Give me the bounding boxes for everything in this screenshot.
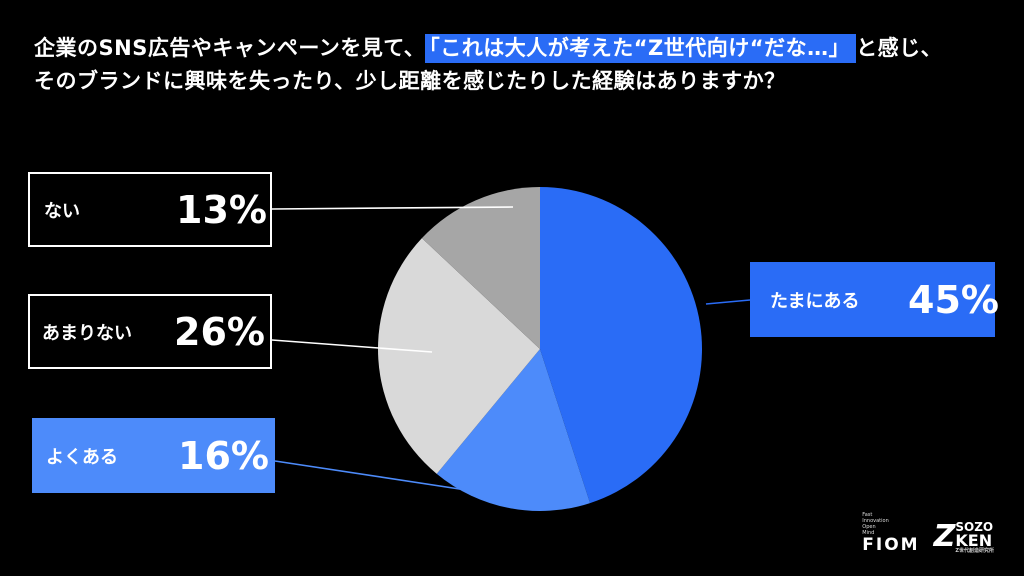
slice-tamaniaru bbox=[540, 187, 702, 504]
fiom-tagline-4: Mind bbox=[862, 530, 875, 536]
label-box-yokuaru: よくある 16% bbox=[32, 418, 275, 493]
fiom-wordmark: FIOM bbox=[862, 535, 920, 555]
label-box-amarinai: あまりない 26% bbox=[28, 294, 272, 369]
leader-nai bbox=[271, 206, 514, 210]
fiom-tagline-2: Innovation bbox=[862, 518, 889, 524]
slice-label-amarinai: あまりない bbox=[42, 322, 132, 344]
slice-label-yokuaru: よくある bbox=[46, 446, 118, 468]
sozo-caption: Z世代創造研究所 bbox=[955, 548, 994, 554]
title-line-1: 企業のSNS広告やキャンペーンを見て、 「これは大人が考えた“Z世代向け“だな…」… bbox=[34, 32, 942, 65]
slice-label-nai: ない bbox=[44, 200, 80, 222]
title-text-pre: 企業のSNS広告やキャンペーンを見て、 bbox=[34, 36, 426, 60]
leader-tamaniaru bbox=[705, 299, 751, 305]
slice-value-tamaniaru: 45% bbox=[908, 277, 999, 322]
title-text-post: と感じ、 bbox=[856, 36, 943, 60]
leader-yokuaru bbox=[274, 460, 467, 491]
question-title: 企業のSNS広告やキャンペーンを見て、 「これは大人が考えた“Z世代向け“だな…」… bbox=[34, 32, 942, 98]
sozo-bottom: KEN bbox=[955, 531, 993, 550]
slice-nai bbox=[421, 187, 540, 349]
slice-label-tamaniaru: たまにある bbox=[770, 290, 860, 312]
slice-value-yokuaru: 16% bbox=[178, 433, 269, 478]
slice-yokuaru bbox=[436, 349, 591, 512]
leader-amarinai bbox=[271, 339, 433, 353]
title-highlight: 「これは大人が考えた“Z世代向け“だな…」 bbox=[425, 34, 857, 63]
label-box-tamaniaru: たまにある 45% bbox=[750, 262, 999, 337]
label-box-nai: ない 13% bbox=[28, 172, 272, 247]
fiom-tagline-1: Fast bbox=[862, 512, 873, 518]
title-line-2: そのブランドに興味を失ったり、少し距離を感じたりした経験はありますか？ bbox=[34, 69, 786, 93]
sozo-top: SOZO bbox=[955, 520, 994, 534]
sozo-ken-logo: Z SOZO KEN Z世代創造研究所 bbox=[934, 520, 994, 554]
slice-value-nai: 13% bbox=[176, 187, 267, 232]
sozo-ken-text: SOZO KEN Z世代創造研究所 bbox=[955, 520, 994, 554]
slice-value-amarinai: 26% bbox=[174, 309, 265, 354]
fiom-logo: Fast Innovation Open Mind FIOM bbox=[862, 512, 919, 554]
fiom-tagline-3: Open bbox=[862, 524, 876, 530]
sozo-z-mark: Z bbox=[933, 519, 956, 554]
slice-amarinai bbox=[377, 238, 540, 474]
logos: Fast Innovation Open Mind FIOM Z SOZO KE… bbox=[862, 512, 994, 554]
